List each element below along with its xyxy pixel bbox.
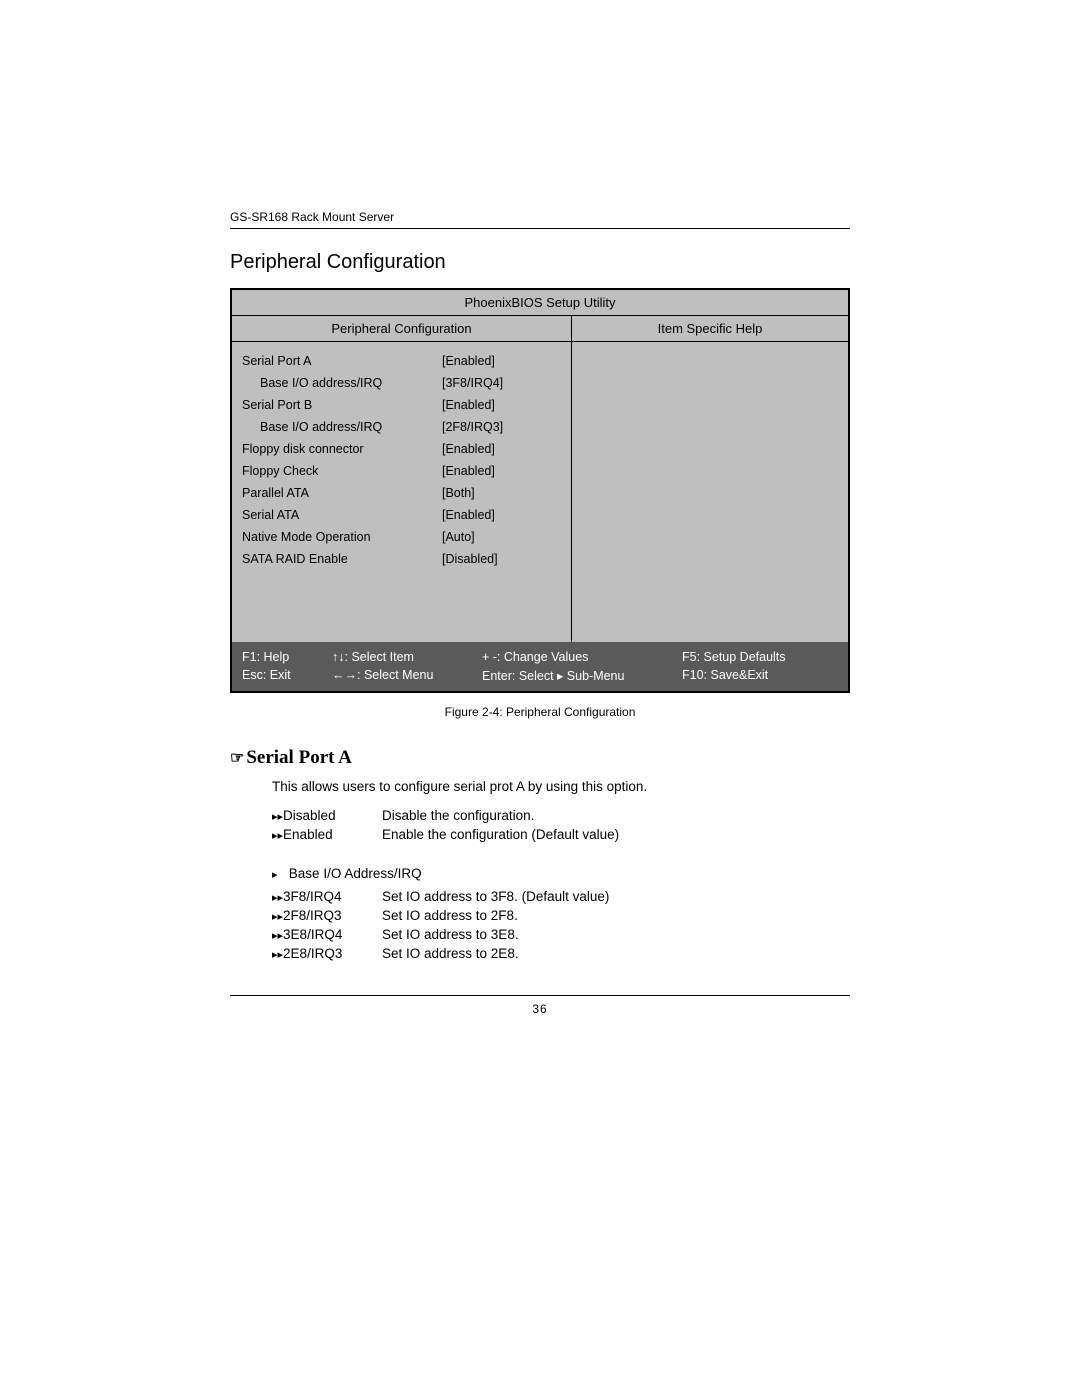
footer-change-values: + -: Change Values: [482, 650, 682, 664]
config-label: Serial ATA: [242, 508, 442, 522]
config-row: Native Mode Operation[Auto]: [242, 526, 561, 548]
option-key: ▸▸3E8/IRQ4: [272, 927, 382, 942]
double-arrow-icon: ▸▸: [272, 892, 283, 904]
config-label: Base I/O address/IRQ: [242, 376, 442, 390]
config-row: Parallel ATA[Both]: [242, 482, 561, 504]
footer-select-item: ↑↓: Select Item: [332, 650, 482, 664]
page-container: GS-SR168 Rack Mount Server Peripheral Co…: [0, 0, 1080, 1016]
option-desc: Set IO address to 2F8.: [382, 908, 850, 923]
bios-header-left: Peripheral Configuration: [232, 316, 572, 341]
config-value: [3F8/IRQ4]: [442, 376, 561, 390]
config-value: [Both]: [442, 486, 561, 500]
config-label: Floppy disk connector: [242, 442, 442, 456]
footer-submenu: Enter: Select ▸ Sub-Menu: [482, 668, 682, 683]
footer-exit: Esc: Exit: [242, 668, 332, 683]
option-desc: Set IO address to 2E8.: [382, 946, 850, 961]
option-row: ▸▸3F8/IRQ4 Set IO address to 3F8. (Defau…: [272, 889, 850, 904]
page-number: 36: [230, 995, 850, 1016]
bios-config-column: Serial Port A[Enabled] Base I/O address/…: [232, 342, 572, 642]
sub-heading-text: Base I/O Address/IRQ: [289, 866, 422, 881]
config-value: [Enabled]: [442, 508, 561, 522]
config-value: [Auto]: [442, 530, 561, 544]
option-row: ▸▸Disabled Disable the configuration.: [272, 808, 850, 823]
config-row: Serial Port A[Enabled]: [242, 350, 561, 372]
double-arrow-icon: ▸▸: [272, 911, 283, 923]
serial-port-a-heading: ☞Serial Port A: [230, 747, 850, 769]
option-desc: Enable the configuration (Default value): [382, 827, 850, 842]
bios-utility-box: PhoenixBIOS Setup Utility Peripheral Con…: [230, 288, 850, 693]
option-key-text: 2E8/IRQ3: [283, 946, 342, 961]
bios-footer: F1: Help ↑↓: Select Item + -: Change Val…: [232, 642, 848, 691]
footer-row-1: F1: Help ↑↓: Select Item + -: Change Val…: [242, 648, 838, 666]
footer-setup-defaults: F5: Setup Defaults: [682, 650, 838, 664]
config-label: Serial Port A: [242, 354, 442, 368]
option-key: ▸▸Disabled: [272, 808, 382, 823]
bios-body: Serial Port A[Enabled] Base I/O address/…: [232, 342, 848, 642]
footer-select-menu: ←→: Select Menu: [332, 668, 482, 683]
section-title: Peripheral Configuration: [230, 251, 850, 274]
config-label: Serial Port B: [242, 398, 442, 412]
config-value: [Disabled]: [442, 552, 561, 566]
option-desc: Disable the configuration.: [382, 808, 850, 823]
option-key: ▸▸Enabled: [272, 827, 382, 842]
config-row: Floppy disk connector[Enabled]: [242, 438, 561, 460]
option-key-text: 3F8/IRQ4: [283, 889, 342, 904]
option-row: ▸▸2F8/IRQ3 Set IO address to 2F8.: [272, 908, 850, 923]
option-key-text: Disabled: [283, 808, 336, 823]
single-arrow-icon: ▸: [272, 869, 278, 881]
bios-help-column: [572, 342, 848, 642]
config-row: Base I/O address/IRQ[2F8/IRQ3]: [242, 416, 561, 438]
config-label: Base I/O address/IRQ: [242, 420, 442, 434]
bios-title: PhoenixBIOS Setup Utility: [232, 290, 848, 316]
config-value: [2F8/IRQ3]: [442, 420, 561, 434]
config-label: SATA RAID Enable: [242, 552, 442, 566]
config-value: [Enabled]: [442, 354, 561, 368]
option-desc: Set IO address to 3F8. (Default value): [382, 889, 850, 904]
option-row: ▸▸Enabled Enable the configuration (Defa…: [272, 827, 850, 842]
option-key: ▸▸2F8/IRQ3: [272, 908, 382, 923]
config-row: Serial Port B[Enabled]: [242, 394, 561, 416]
doc-header: GS-SR168 Rack Mount Server: [230, 210, 850, 229]
option-key-text: 3E8/IRQ4: [283, 927, 342, 942]
bios-header-right: Item Specific Help: [572, 316, 848, 341]
figure-caption: Figure 2-4: Peripheral Configuration: [230, 705, 850, 719]
option-key: ▸▸3F8/IRQ4: [272, 889, 382, 904]
double-arrow-icon: ▸▸: [272, 811, 283, 823]
serial-port-a-title-text: Serial Port A: [246, 747, 352, 768]
config-label: Parallel ATA: [242, 486, 442, 500]
config-label: Native Mode Operation: [242, 530, 442, 544]
config-row: SATA RAID Enable[Disabled]: [242, 548, 561, 570]
double-arrow-icon: ▸▸: [272, 949, 283, 961]
option-key: ▸▸2E8/IRQ3: [272, 946, 382, 961]
hand-pointer-icon: ☞: [230, 750, 244, 767]
config-label: Floppy Check: [242, 464, 442, 478]
config-value: [Enabled]: [442, 442, 561, 456]
config-row: Floppy Check[Enabled]: [242, 460, 561, 482]
option-key-text: 2F8/IRQ3: [283, 908, 342, 923]
config-row: Base I/O address/IRQ[3F8/IRQ4]: [242, 372, 561, 394]
option-row: ▸▸3E8/IRQ4 Set IO address to 3E8.: [272, 927, 850, 942]
sub-heading: ▸ Base I/O Address/IRQ: [272, 866, 850, 881]
footer-row-2: Esc: Exit ←→: Select Menu Enter: Select …: [242, 666, 838, 685]
serial-description: This allows users to configure serial pr…: [272, 779, 850, 794]
config-row: Serial ATA[Enabled]: [242, 504, 561, 526]
footer-save-exit: F10: Save&Exit: [682, 668, 838, 683]
config-value: [Enabled]: [442, 398, 561, 412]
config-value: [Enabled]: [442, 464, 561, 478]
option-desc: Set IO address to 3E8.: [382, 927, 850, 942]
option-key-text: Enabled: [283, 827, 333, 842]
option-row: ▸▸2E8/IRQ3 Set IO address to 2E8.: [272, 946, 850, 961]
bios-header-row: Peripheral Configuration Item Specific H…: [232, 316, 848, 342]
footer-help: F1: Help: [242, 650, 332, 664]
double-arrow-icon: ▸▸: [272, 930, 283, 942]
double-arrow-icon: ▸▸: [272, 830, 283, 842]
